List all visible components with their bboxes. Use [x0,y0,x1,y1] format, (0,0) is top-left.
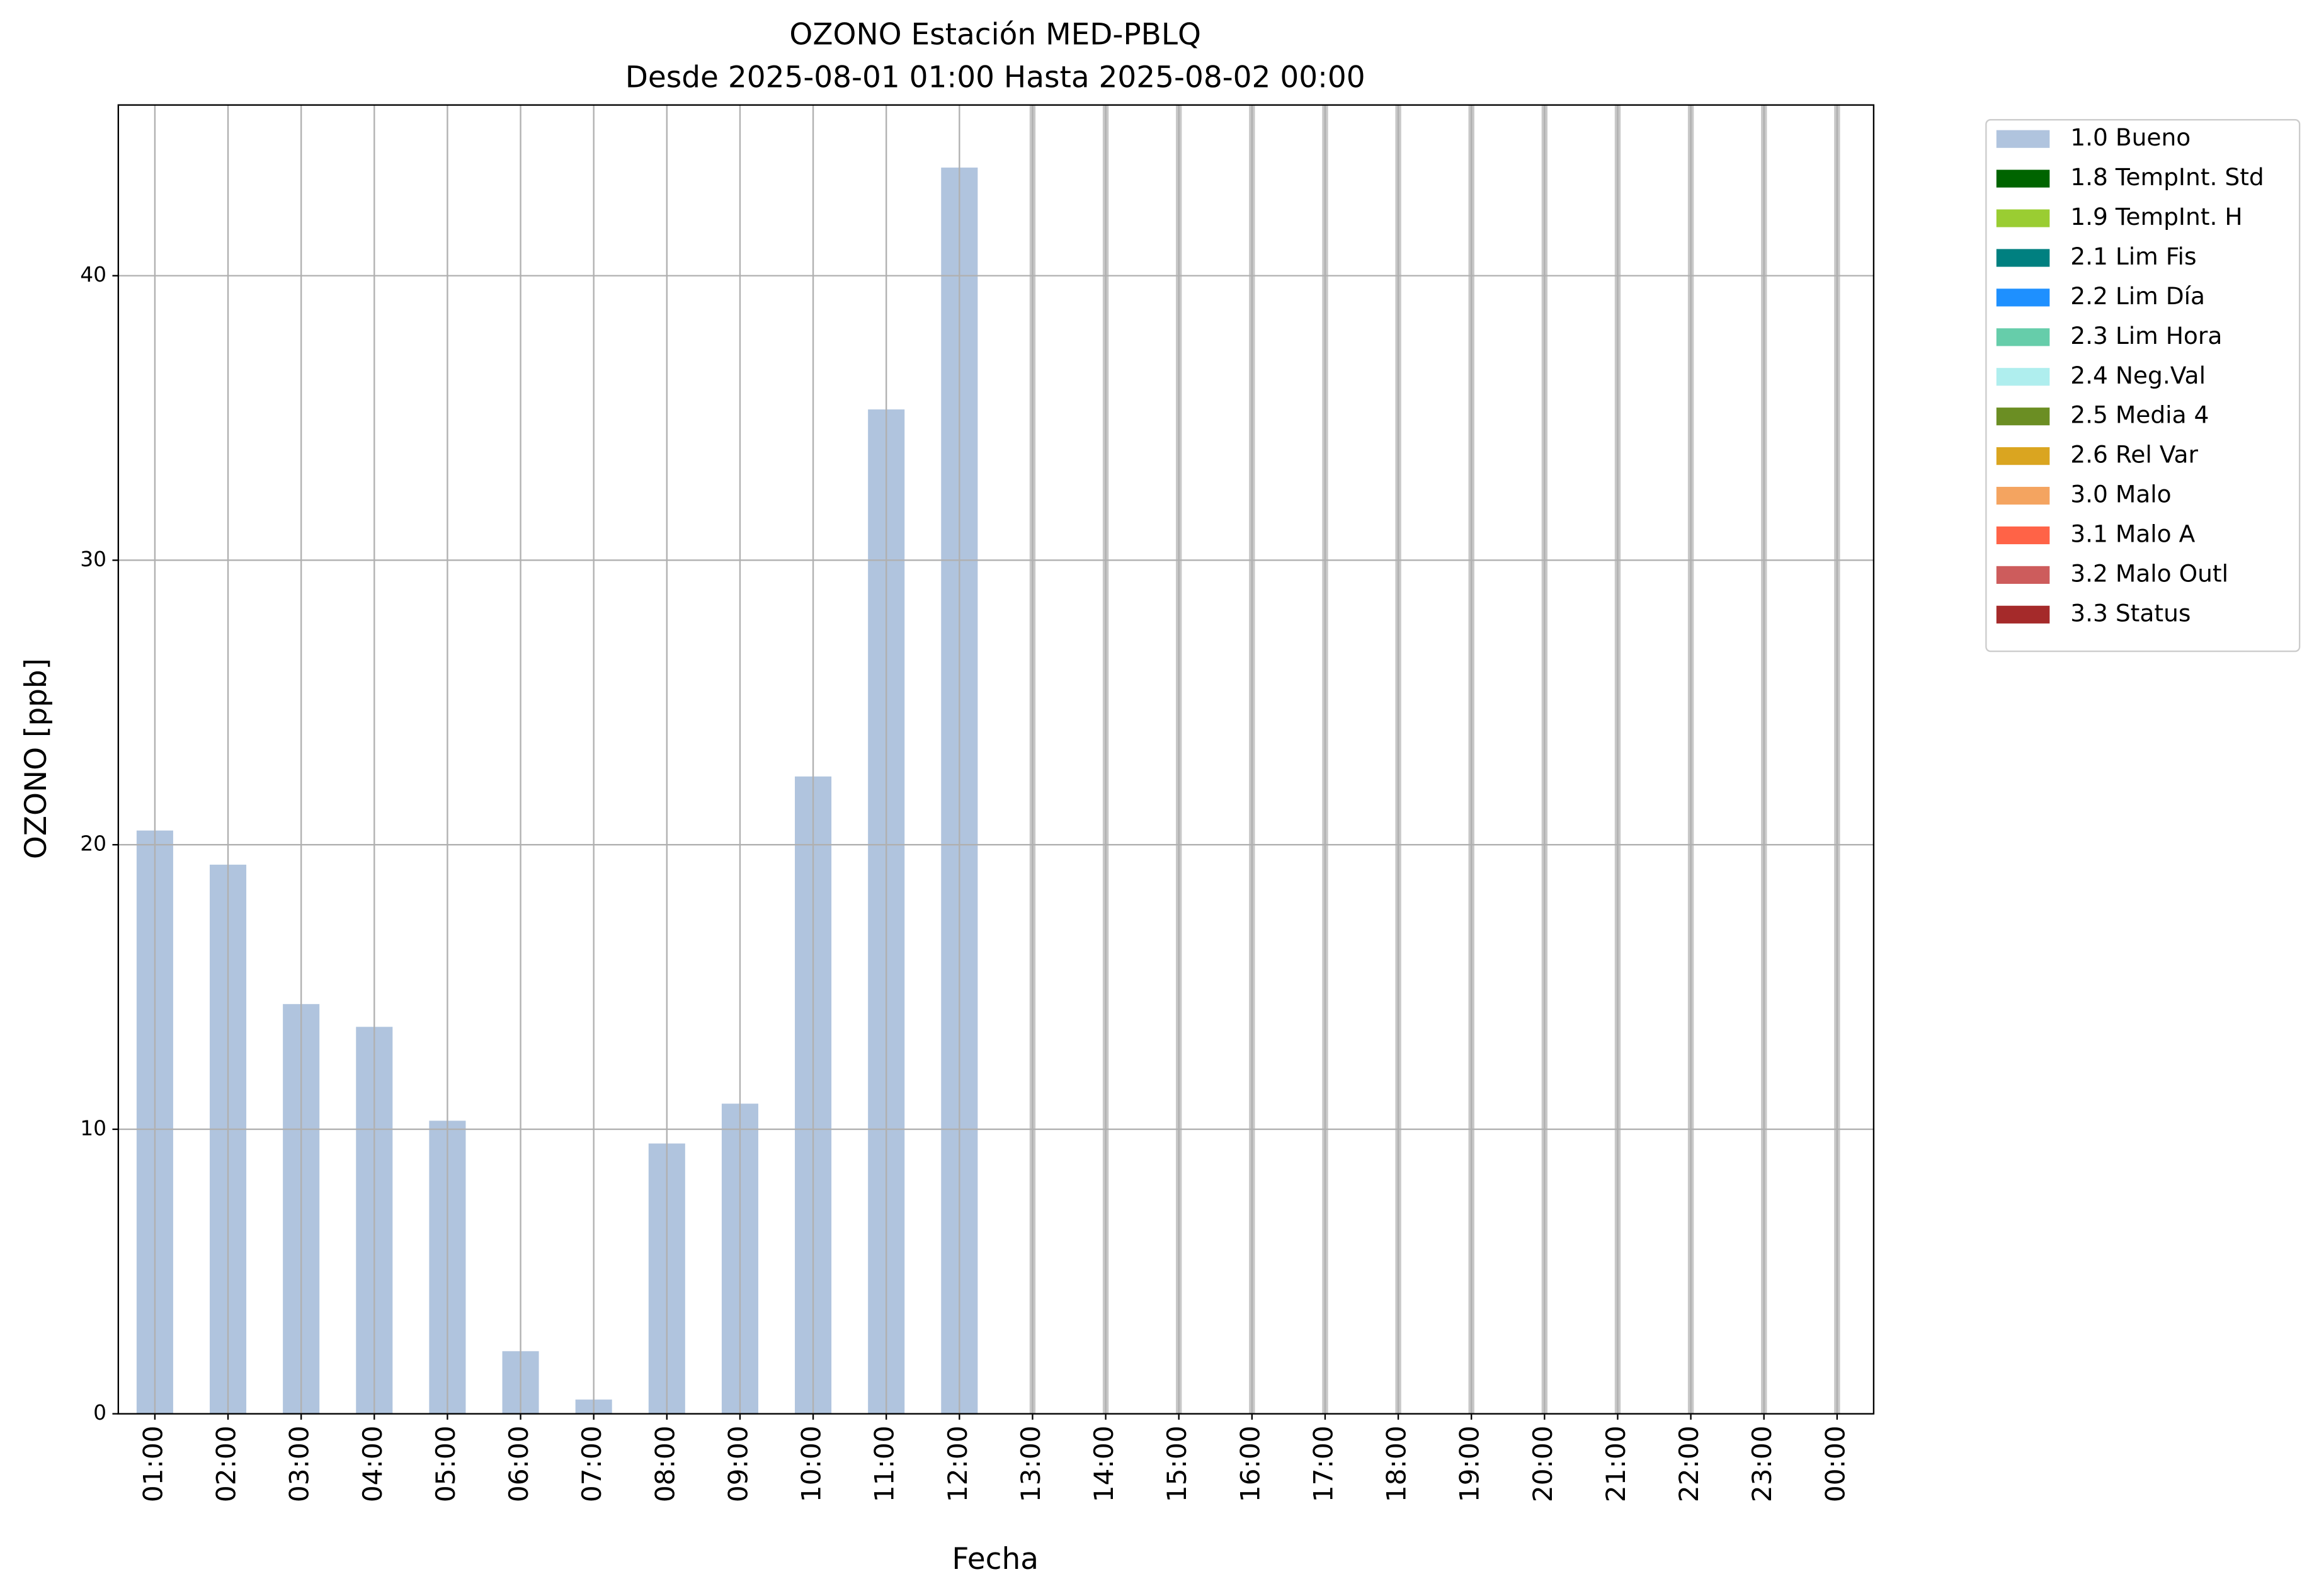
y-tick-label: 40 [80,262,106,287]
legend-frame [1985,119,2301,653]
legend-swatch [1996,408,2050,426]
y-tick-label: 0 [93,1400,106,1425]
legend-label: 2.5 Media 4 [2070,401,2209,429]
x-tick-label: 12:00 [942,1425,973,1502]
chart-subtitle: Desde 2025-08-01 01:00 Hasta 2025-08-02 … [625,60,1365,95]
legend-swatch [1996,288,2050,307]
y-tick-label: 10 [80,1115,106,1140]
legend-swatch [1996,169,2050,188]
x-tick-label: 07:00 [576,1425,607,1502]
x-tick-label: 20:00 [1527,1425,1558,1502]
legend-swatch [1996,130,2050,148]
legend-swatch [1996,526,2050,545]
legend-swatch [1996,605,2050,624]
x-tick-label: 13:00 [1015,1425,1046,1502]
legend-label: 2.1 Lim Fis [2070,242,2196,270]
y-tick-label: 30 [80,547,106,571]
x-tick-label: 01:00 [137,1425,168,1502]
x-tick-label: 11:00 [869,1425,900,1502]
legend-label: 1.8 TempInt. Std [2070,163,2264,191]
x-tick-label: 04:00 [357,1425,388,1502]
x-tick-label: 16:00 [1234,1425,1265,1502]
chart-title: OZONO Estación MED-PBLQ [789,17,1201,52]
legend-label: 2.4 Neg.Val [2070,362,2206,389]
plot-frame [117,104,1875,1415]
x-tick-label: 00:00 [1820,1425,1850,1502]
legend-label: 2.2 Lim Día [2070,282,2205,310]
legend-swatch [1996,486,2050,505]
legend: 1.0 Bueno 1.8 TempInt. Std 1.9 TempInt. H 2… [1985,119,2301,653]
x-tick-label: 14:00 [1088,1425,1119,1502]
legend-label: 3.0 Malo [2070,481,2171,508]
legend-label: 3.1 Malo A [2070,520,2195,547]
legend-swatch [1996,249,2050,267]
legend-label: 2.3 Lim Hora [2070,322,2222,350]
legend-label: 1.9 TempInt. H [2070,203,2242,231]
x-tick-label: 23:00 [1746,1425,1777,1502]
x-tick-label: 10:00 [796,1425,827,1502]
legend-swatch [1996,209,2050,227]
x-tick-label: 17:00 [1308,1425,1338,1502]
x-axis-label: Fecha [952,1542,1039,1576]
legend-swatch [1996,368,2050,386]
legend-swatch [1996,566,2050,584]
x-tick-label: 02:00 [211,1425,242,1502]
legend-label: 3.2 Malo Outl [2070,559,2228,587]
legend-swatch [1996,328,2050,346]
legend-label: 3.3 Status [2070,599,2191,627]
x-tick-label: 21:00 [1600,1425,1631,1502]
x-tick-label: 09:00 [722,1425,753,1502]
x-tick-label: 15:00 [1161,1425,1192,1502]
legend-label: 2.6 Rel Var [2070,441,2198,469]
x-tick-label: 22:00 [1673,1425,1704,1502]
legend-label: 1.0 Bueno [2070,123,2191,151]
y-axis-label: OZONO [ppb] [19,658,54,859]
legend-swatch [1996,447,2050,465]
chart-body: OZONO Estación MED-PBLQ Desde 2025-08-01… [19,17,2301,1576]
y-tick-label: 20 [80,831,106,856]
x-tick-label: 03:00 [284,1425,315,1502]
x-tick-label: 08:00 [649,1425,680,1502]
x-tick-label: 19:00 [1454,1425,1485,1502]
x-tick-label: 06:00 [503,1425,534,1502]
x-tick-label: 18:00 [1381,1425,1412,1502]
x-tick-label: 05:00 [430,1425,461,1502]
